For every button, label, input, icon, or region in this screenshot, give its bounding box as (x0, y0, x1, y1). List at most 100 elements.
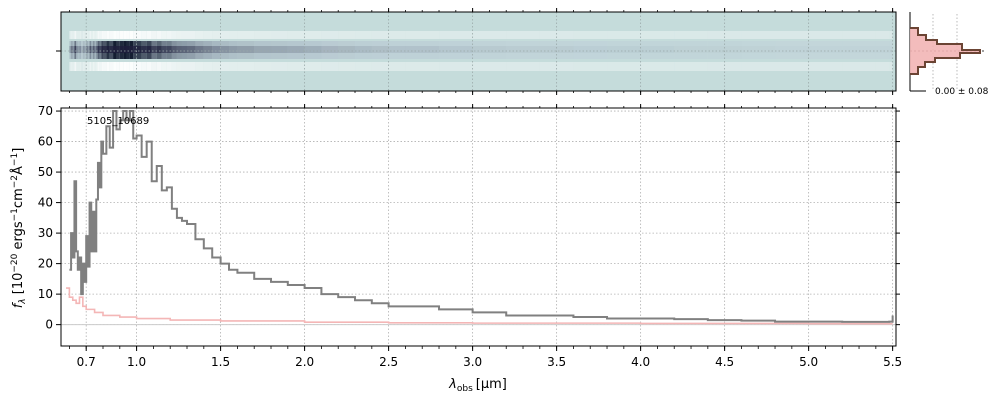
spectrum-2d-core (321, 41, 339, 59)
spectrum-2d-wing (87, 62, 90, 71)
spectrum-2d-wing (304, 62, 322, 71)
spectrum-2d-core (187, 41, 196, 59)
spectrum-2d-core (539, 46, 574, 53)
spectrum-2d-wing (86, 31, 88, 39)
spectrum-2d-core (171, 41, 177, 59)
spectrum-2d-wing (156, 31, 162, 39)
x-axis-ticks: 0.7 1.0 1.5 2.0 2.5 3.0 3.5 4.0 4.5 5.0 5.5 (69, 104, 902, 369)
y-tick-label: 70 (38, 104, 53, 118)
spectrum-2d-core (69, 41, 72, 59)
x-tick-label: 2.0 (295, 355, 314, 369)
spectrum-2d-core (96, 46, 98, 53)
spectrum-2d-core (181, 41, 188, 59)
spectrum-2d-wing (506, 31, 540, 39)
spectrum-2d-core (287, 41, 305, 59)
spectrum-2d-wing (539, 31, 574, 39)
spectrum-2d-core (195, 46, 204, 53)
spectrum-2d-wing (146, 31, 152, 39)
spectrum-2d-wing (176, 62, 182, 71)
spectrum-2d-core (91, 41, 93, 59)
spectrum-2d-wing (775, 62, 809, 71)
spectrum-2d-core (237, 41, 255, 59)
spectrum-2d-panel (56, 8, 897, 95)
spectrum-2d-wing (141, 31, 147, 39)
spectrum-2d-core (106, 46, 110, 53)
spectrum-2d-wing (254, 31, 272, 39)
spectrum-2d-core (72, 41, 75, 59)
spectrum-2d-core (741, 41, 776, 59)
spectrum-2d-core (321, 46, 339, 53)
spectrum-2d-core (220, 41, 230, 59)
spectrum-series-line (66, 287, 893, 325)
spectrum-2d-wing (808, 31, 843, 39)
spectrum-2d-grid (61, 12, 896, 91)
spectrum-2d-wing (889, 31, 893, 39)
spectrum-2d-wing (87, 31, 90, 39)
spectrum-2d-wing (640, 31, 675, 39)
spectrum-2d-core (71, 41, 73, 59)
spectrum-2d-core (86, 46, 88, 53)
spectrum-2d-core (254, 46, 272, 53)
spectrum-2d-core (775, 46, 809, 53)
spectrum-2d-core (842, 46, 876, 53)
spectrum-2d-wing (126, 62, 130, 71)
spectrum-2d-wing (89, 62, 92, 71)
spectrum-2d-core (126, 46, 130, 53)
spectrum-2d-wing (106, 31, 110, 39)
inset-profile-line (910, 27, 981, 75)
spectrum-2d-core (71, 46, 73, 53)
spectrum-2d-core (371, 41, 389, 59)
spectrum-2d-wing (151, 62, 157, 71)
spectrum-2d-wing (388, 31, 406, 39)
spectrum-2d-core (203, 41, 213, 59)
spectrum-2d-core (229, 41, 238, 59)
spectrum-2d-core (156, 46, 162, 53)
spectrum-2d-core (254, 41, 272, 59)
spectrum-2d-wing (77, 62, 80, 71)
spectrum-2d-core (674, 41, 708, 59)
y-tick-label: 40 (38, 196, 53, 210)
spectrum-2d-wing (94, 31, 97, 39)
spectrum-2d-core (220, 46, 230, 53)
spectrum-2d-core (86, 41, 88, 59)
spectrum-2d-wing (203, 62, 213, 71)
spectrum-2d-wing (212, 31, 221, 39)
spectrum-2d-wing (674, 62, 708, 71)
spectrum-2d-wing (103, 62, 107, 71)
spectrum-2d-core (176, 41, 182, 59)
spectrum-2d-wing (321, 62, 339, 71)
x-tick-label: 1.0 (127, 355, 146, 369)
spectrum-2d-wing (355, 31, 372, 39)
spectrum-2d-wing (220, 62, 230, 71)
spectrum-2d-wing (166, 62, 172, 71)
spectrum-2d-wing (707, 62, 742, 71)
spectrum-2d-wing (607, 62, 641, 71)
spectrum-2d-wing (123, 62, 127, 71)
spectrum-2d-wing (116, 31, 120, 39)
spectrum-2d-wing (573, 62, 608, 71)
spectrum-2d-wing (338, 31, 356, 39)
spectrum-2d-core (82, 41, 85, 59)
spectrum-2d-core (338, 41, 356, 59)
spectrum-2d-wing (741, 62, 776, 71)
spectrum-2d-wing (119, 62, 124, 71)
spectrum-2d-wing (674, 31, 708, 39)
spectrum-2d-wing (237, 62, 255, 71)
spectrum-2d-core (99, 46, 102, 53)
spectrum-2d-core (304, 46, 322, 53)
spectrum-2d-wing (775, 31, 809, 39)
spectrum-2d-core (72, 46, 75, 53)
spectrum-2d-wing (136, 31, 142, 39)
spectrum-2d-wing (371, 62, 389, 71)
spectrum-2d-core (92, 46, 95, 53)
y-axis-label: fλ [10−20 ergs−1cm−2Å−1] (10, 148, 28, 309)
spectrum-2d-core (889, 46, 892, 53)
spectrum-2d-wing (109, 31, 114, 39)
spectrum-2d-core (607, 46, 641, 53)
x-tick-label: 4.5 (715, 355, 734, 369)
spectrum-2d-wing (96, 62, 98, 71)
profile-inset: 0.00 ± 0.08 (909, 12, 989, 97)
spectrum-2d-wing (707, 31, 742, 39)
spectrum-2d-core (151, 46, 157, 53)
